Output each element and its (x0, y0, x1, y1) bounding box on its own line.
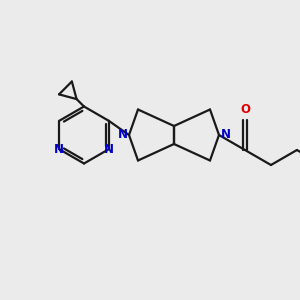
Text: N: N (118, 128, 128, 142)
Text: O: O (240, 103, 250, 116)
Text: N: N (220, 128, 230, 142)
Text: N: N (54, 143, 64, 156)
Text: N: N (104, 143, 114, 156)
